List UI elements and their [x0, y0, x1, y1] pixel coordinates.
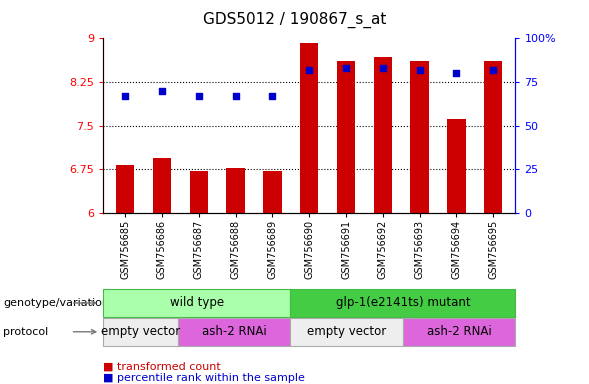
Point [157, 88, 167, 94]
Bar [190, 171, 208, 213]
Bar [373, 57, 392, 213]
Bar [226, 168, 245, 213]
Text: ■ percentile rank within the sample: ■ percentile rank within the sample [103, 373, 305, 383]
Point [231, 93, 240, 99]
Point [415, 67, 424, 73]
Bar [484, 61, 502, 213]
Point [378, 65, 388, 71]
Text: glp-1(e2141ts) mutant: glp-1(e2141ts) mutant [336, 296, 470, 310]
Bar [447, 119, 466, 213]
Text: protocol: protocol [3, 327, 48, 337]
Text: ■ transformed count: ■ transformed count [103, 362, 221, 372]
Text: ash-2 RNAi: ash-2 RNAi [202, 325, 267, 338]
Text: ash-2 RNAi: ash-2 RNAi [427, 325, 492, 338]
Text: empty vector: empty vector [307, 325, 386, 338]
Point [452, 70, 461, 76]
Point [267, 93, 277, 99]
Text: genotype/variation: genotype/variation [3, 298, 109, 308]
Bar [153, 158, 171, 213]
Bar [337, 61, 355, 213]
Point [489, 67, 498, 73]
Text: empty vector: empty vector [101, 325, 180, 338]
Text: wild type: wild type [170, 296, 224, 310]
Bar [263, 171, 282, 213]
Bar [116, 166, 134, 213]
Bar [411, 61, 429, 213]
Bar [300, 43, 319, 213]
Point [194, 93, 204, 99]
Point [120, 93, 130, 99]
Point [342, 65, 351, 71]
Text: GDS5012 / 190867_s_at: GDS5012 / 190867_s_at [203, 12, 386, 28]
Point [305, 67, 314, 73]
